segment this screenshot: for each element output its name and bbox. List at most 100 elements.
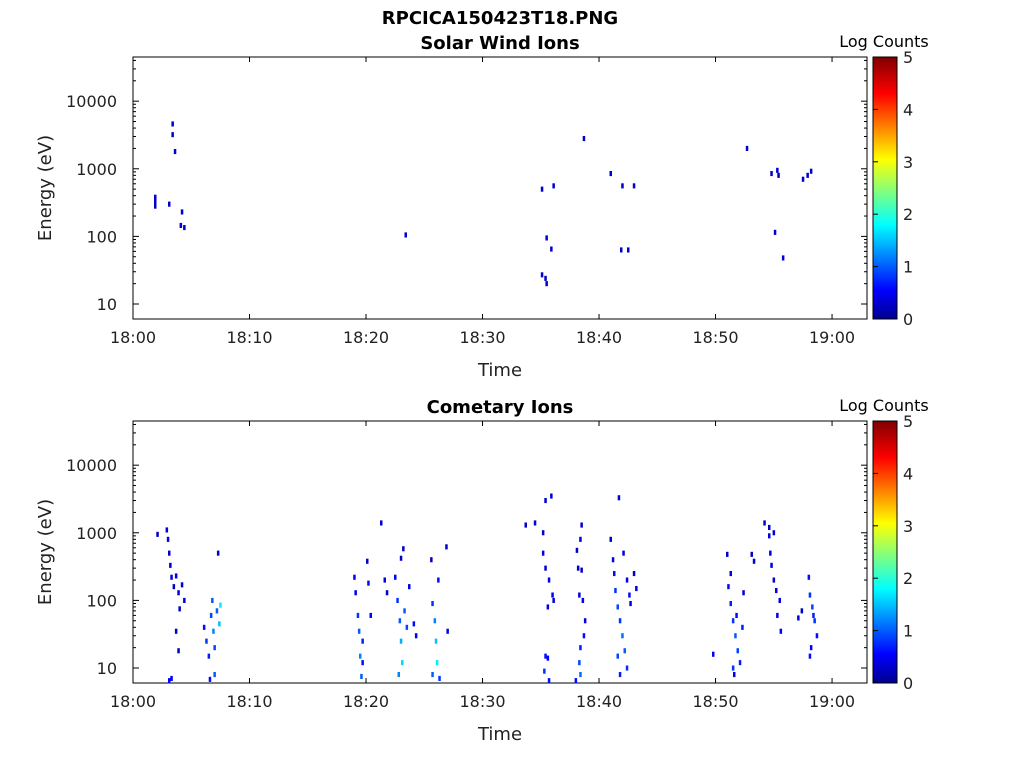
data-cell [169,562,172,568]
data-cell [776,167,779,173]
data-cell [433,618,437,624]
x-axis-label: Time [477,724,522,745]
data-cell [729,571,732,577]
data-cell [801,176,805,182]
data-cell [778,597,781,603]
data-cells [156,493,819,684]
data-cell [414,633,418,639]
data-cell [579,672,582,678]
data-cell [768,533,771,539]
data-cell [173,149,177,155]
data-cell [540,186,544,192]
data-cell [396,597,399,603]
data-cell [580,567,583,573]
data-cell [170,574,173,580]
data-cell [627,247,630,253]
data-cell [369,612,372,618]
data-cell [183,597,186,603]
data-cell [772,530,776,536]
data-cell [544,565,547,571]
data-cell [752,558,756,564]
data-cell [533,520,537,526]
data-cell [622,550,625,556]
data-cell [178,606,181,612]
data-cell [541,530,545,536]
data-cell [209,612,213,618]
data-cell [613,571,616,577]
solar-wind-panel: Solar Wind Ions 18:00 18:10 18:20 18:30 18:4… [35,32,929,381]
colorbar-tick-label: 5 [903,48,913,67]
data-cell [623,648,626,654]
data-cell [397,672,400,678]
data-cell [177,590,180,596]
data-cell [776,612,779,618]
data-cell [806,172,809,178]
data-cell [770,562,773,568]
colorbar [872,56,898,320]
data-cell [180,582,184,588]
data-cell [166,536,170,542]
data-cell [398,618,402,624]
data-cell [579,536,582,542]
data-cell [541,550,545,556]
data-cell [770,171,773,177]
data-cell [808,592,812,598]
data-cell [621,633,624,639]
data-cell [437,577,440,583]
data-cell [174,573,178,579]
data-cell [211,597,214,603]
y-tick-label: 1000 [76,160,117,179]
x-tick-label: 18:00 [110,692,156,711]
data-cell [811,604,814,610]
data-cell [207,653,211,659]
data-cell [579,645,582,651]
data-cell [430,557,433,563]
plot-area [132,420,868,684]
data-cell [727,584,730,590]
data-cell [546,604,550,610]
colorbar-tick-label: 2 [903,569,913,588]
data-cell [380,520,383,526]
data-cell [177,648,180,654]
x-tick-label: 18:20 [343,692,389,711]
data-cell [171,132,174,138]
data-cell [168,678,171,684]
data-cell [734,633,737,639]
data-cell [733,672,736,678]
data-cell [168,201,171,207]
data-cell [547,678,551,684]
x-tick-label: 18:30 [459,328,505,347]
data-cell [366,558,369,564]
data-cell [625,665,629,671]
data-cell [773,229,777,235]
data-cell [621,183,624,189]
data-cell [546,655,550,661]
data-cell [632,571,636,577]
data-cell [772,577,776,583]
data-cell [544,275,547,281]
data-cell [580,522,583,528]
data-cell [208,676,212,682]
data-cell [750,551,753,557]
data-cell [614,588,617,594]
data-cell [354,590,357,596]
data-cell [618,618,622,624]
data-cell [552,183,555,189]
data-cell [435,660,439,666]
data-cell [809,168,813,174]
data-cell [575,547,579,553]
data-cell [578,660,581,666]
data-cell [582,633,586,639]
data-cell [154,203,157,209]
data-cell [545,235,548,241]
data-cell [170,675,173,681]
data-cell [813,618,816,624]
data-cell [777,172,780,178]
data-cell [172,584,176,590]
data-cell [174,628,178,634]
data-cell [547,577,551,583]
data-cell [616,653,619,659]
data-cell [726,551,729,557]
y-tick-label: 10000 [66,92,117,111]
